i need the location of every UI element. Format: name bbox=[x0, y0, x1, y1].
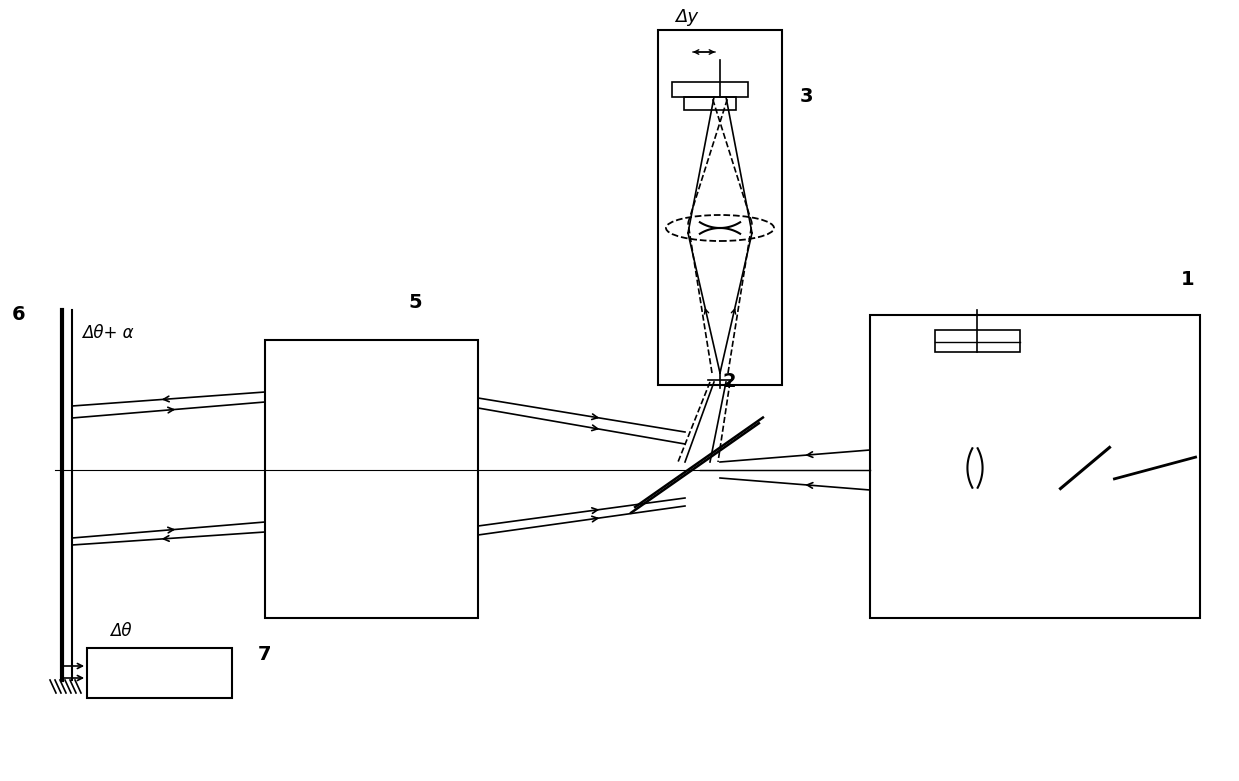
Text: 5: 5 bbox=[408, 293, 421, 312]
Text: 7: 7 bbox=[258, 645, 271, 664]
Text: Δθ+ α: Δθ+ α bbox=[82, 324, 134, 342]
Bar bbox=[658, 30, 782, 385]
Text: Δy: Δy bbox=[675, 8, 698, 26]
Bar bbox=[870, 315, 1201, 618]
Text: 2: 2 bbox=[722, 372, 736, 391]
Bar bbox=[684, 97, 736, 110]
Bar bbox=[265, 340, 478, 618]
Bar bbox=[672, 82, 748, 97]
Bar bbox=[935, 330, 1020, 352]
Text: Δθ: Δθ bbox=[110, 622, 131, 640]
Bar bbox=[87, 648, 232, 698]
Text: 3: 3 bbox=[800, 87, 814, 106]
Text: 1: 1 bbox=[1181, 270, 1194, 289]
Text: 6: 6 bbox=[12, 305, 26, 324]
